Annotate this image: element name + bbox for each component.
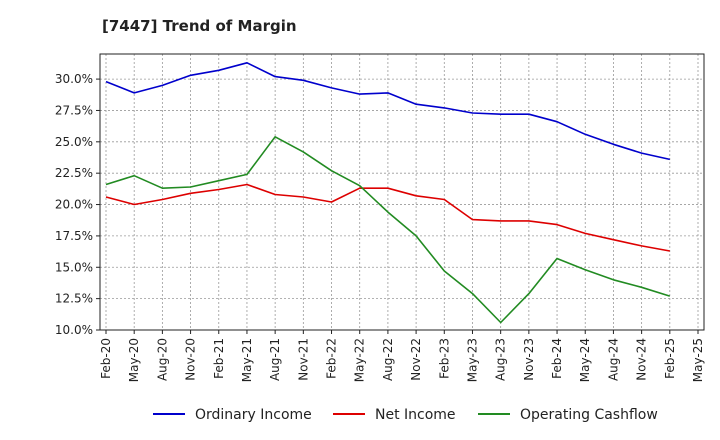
plot-frame bbox=[99, 53, 705, 331]
x-axis-ticks: Feb-20 May-20 Aug-20 Nov-20 Feb-21 May-21 Aug-… bbox=[99, 330, 705, 382]
x-tick-label: Feb-24 bbox=[550, 338, 564, 379]
x-tick-label: May-20 bbox=[127, 338, 141, 382]
x-tick-label: May-25 bbox=[691, 338, 705, 382]
x-tick-label: Aug-20 bbox=[155, 338, 169, 381]
y-tick-label: 22.5% bbox=[55, 166, 93, 180]
x-tick-label: Aug-23 bbox=[494, 338, 508, 381]
x-tick-label: May-22 bbox=[353, 338, 367, 382]
y-tick-label: 27.5% bbox=[55, 103, 93, 117]
series-line-operating-cashflow bbox=[105, 136, 671, 324]
y-tick-label: 15.0% bbox=[55, 260, 93, 274]
y-tick-label: 30.0% bbox=[55, 72, 93, 86]
series-layer bbox=[105, 61, 671, 324]
x-tick-label: Aug-21 bbox=[268, 338, 282, 381]
x-tick-label: Aug-22 bbox=[381, 338, 395, 381]
x-tick-label: Nov-23 bbox=[522, 338, 536, 381]
series-line-ordinary-income bbox=[105, 61, 670, 161]
y-tick-label: 12.5% bbox=[55, 292, 93, 306]
chart-title: [7447] Trend of Margin bbox=[102, 17, 297, 35]
y-axis-ticks: 10.0% 12.5% 15.0% 17.5% 20.0% 22.5% 25.0% 27.5%… bbox=[55, 72, 100, 337]
x-tick-label: Nov-21 bbox=[296, 338, 310, 381]
legend-label-ordinary-income: Ordinary Income bbox=[195, 407, 312, 423]
x-tick-label: Nov-24 bbox=[635, 338, 649, 381]
x-tick-label: Nov-20 bbox=[184, 338, 198, 381]
y-tick-label: 20.0% bbox=[55, 198, 93, 212]
y-tick-label: 25.0% bbox=[55, 135, 93, 149]
x-tick-label: Feb-21 bbox=[212, 338, 226, 379]
series-line-net-income bbox=[105, 183, 670, 252]
x-tick-label: Feb-22 bbox=[325, 338, 339, 379]
x-tick-label: Feb-20 bbox=[99, 338, 113, 379]
legend: Ordinary Income Net Income Operating Cashf… bbox=[153, 407, 658, 423]
x-tick-label: May-21 bbox=[240, 338, 254, 382]
legend-label-net-income: Net Income bbox=[375, 407, 456, 423]
x-tick-label: May-24 bbox=[578, 338, 592, 382]
x-tick-label: Nov-22 bbox=[409, 338, 423, 381]
x-tick-label: Feb-25 bbox=[663, 338, 677, 379]
x-tick-label: Aug-24 bbox=[606, 338, 620, 381]
y-tick-label: 10.0% bbox=[55, 323, 93, 337]
x-tick-label: Feb-23 bbox=[437, 338, 451, 379]
y-tick-label: 17.5% bbox=[55, 229, 93, 243]
x-tick-label: May-23 bbox=[465, 338, 479, 382]
legend-label-operating-cashflow: Operating Cashflow bbox=[520, 407, 658, 423]
grid-layer bbox=[100, 54, 704, 331]
